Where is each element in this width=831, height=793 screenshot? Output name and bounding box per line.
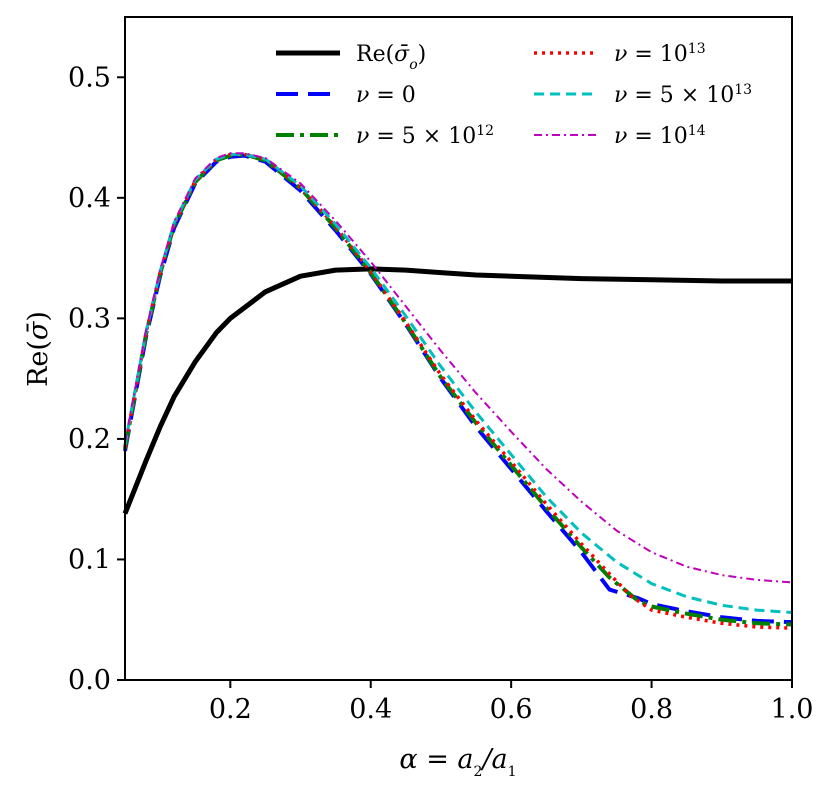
legend-label-nu-5e13: ν = 5 × 1013 — [614, 82, 752, 108]
x-ticks: 0.2 0.4 0.6 0.8 1.0 — [209, 680, 814, 725]
x-tick-label: 0.8 — [630, 694, 673, 725]
y-tick-label: 0.4 — [68, 183, 111, 214]
series-line-0 — [122, 266, 792, 515]
y-tick-label: 0.5 — [68, 62, 111, 93]
legend-label-nu-0: ν = 0 — [356, 83, 416, 108]
series-layer — [122, 152, 793, 630]
y-tick-label: 0.0 — [68, 665, 111, 696]
x-tick-label: 0.6 — [490, 694, 533, 725]
series-line-3 — [123, 152, 793, 630]
x-tick-label: 0.2 — [209, 694, 252, 725]
y-tick-label: 0.2 — [68, 424, 111, 455]
plot-frame — [124, 16, 793, 681]
series-line-4 — [123, 152, 793, 614]
y-tick-label: 0.1 — [68, 544, 111, 575]
legend-label-nu-5e12: ν = 5 × 1012 — [356, 123, 494, 149]
x-tick-label: 0.4 — [349, 694, 392, 725]
legend: Re(σ̄o) ν = 0 ν = 5 × 1012 ν = 1013 ν = … — [276, 41, 752, 149]
y-tick-label: 0.3 — [68, 303, 111, 334]
x-tick-label: 1.0 — [771, 694, 814, 725]
x-axis-label: α = a2/a1 — [399, 744, 516, 780]
y-axis-label: Re(σ̄) — [23, 311, 54, 387]
y-ticks: 0.0 0.1 0.2 0.3 0.4 0.5 — [68, 62, 125, 696]
